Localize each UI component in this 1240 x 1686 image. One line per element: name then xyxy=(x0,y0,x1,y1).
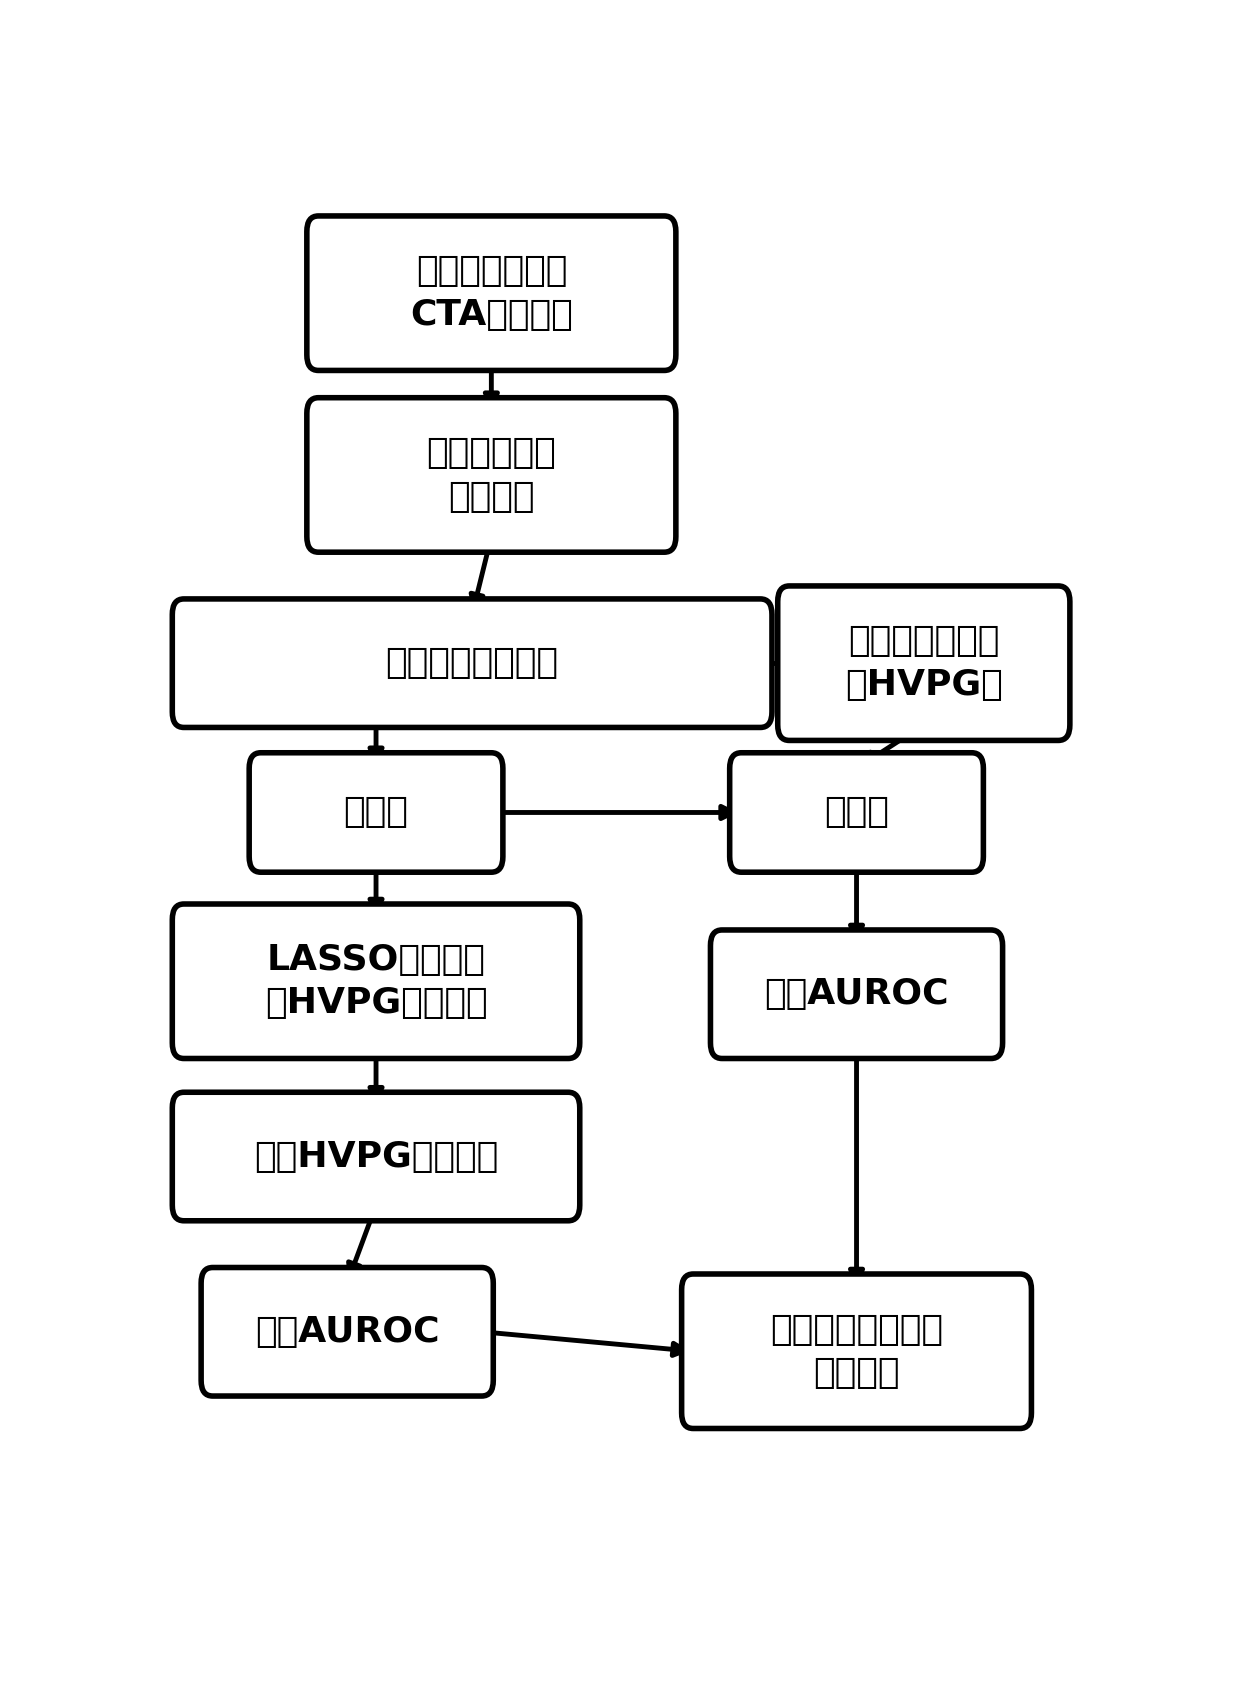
FancyBboxPatch shape xyxy=(172,599,773,727)
FancyBboxPatch shape xyxy=(777,587,1070,740)
Text: 训练组: 训练组 xyxy=(343,796,408,830)
Text: 提取门脉血管特征: 提取门脉血管特征 xyxy=(386,646,559,679)
FancyBboxPatch shape xyxy=(682,1275,1032,1428)
Text: 获取AUROC: 获取AUROC xyxy=(255,1315,439,1349)
Text: LASSO回归分析
与HVPG相关特征: LASSO回归分析 与HVPG相关特征 xyxy=(264,942,487,1020)
Text: 获取AUROC: 获取AUROC xyxy=(764,978,949,1012)
Text: 肝静脉压力梯度
（HVPG）: 肝静脉压力梯度 （HVPG） xyxy=(844,624,1003,701)
FancyBboxPatch shape xyxy=(172,904,580,1059)
FancyBboxPatch shape xyxy=(249,752,503,872)
Text: 构建门脉血管
三维模型: 构建门脉血管 三维模型 xyxy=(427,437,557,514)
FancyBboxPatch shape xyxy=(172,1093,580,1221)
Text: 肝硬化门脉高压
CTA图层序列: 肝硬化门脉高压 CTA图层序列 xyxy=(410,255,573,332)
FancyBboxPatch shape xyxy=(201,1268,494,1396)
FancyBboxPatch shape xyxy=(729,752,983,872)
Text: 建立HVPG预测模型: 建立HVPG预测模型 xyxy=(254,1140,498,1173)
Text: 验证组: 验证组 xyxy=(825,796,889,830)
Text: 评估模型的特异性
和灵敏度: 评估模型的特异性 和灵敏度 xyxy=(770,1312,944,1389)
FancyBboxPatch shape xyxy=(711,931,1003,1059)
FancyBboxPatch shape xyxy=(306,398,676,553)
FancyBboxPatch shape xyxy=(306,216,676,371)
